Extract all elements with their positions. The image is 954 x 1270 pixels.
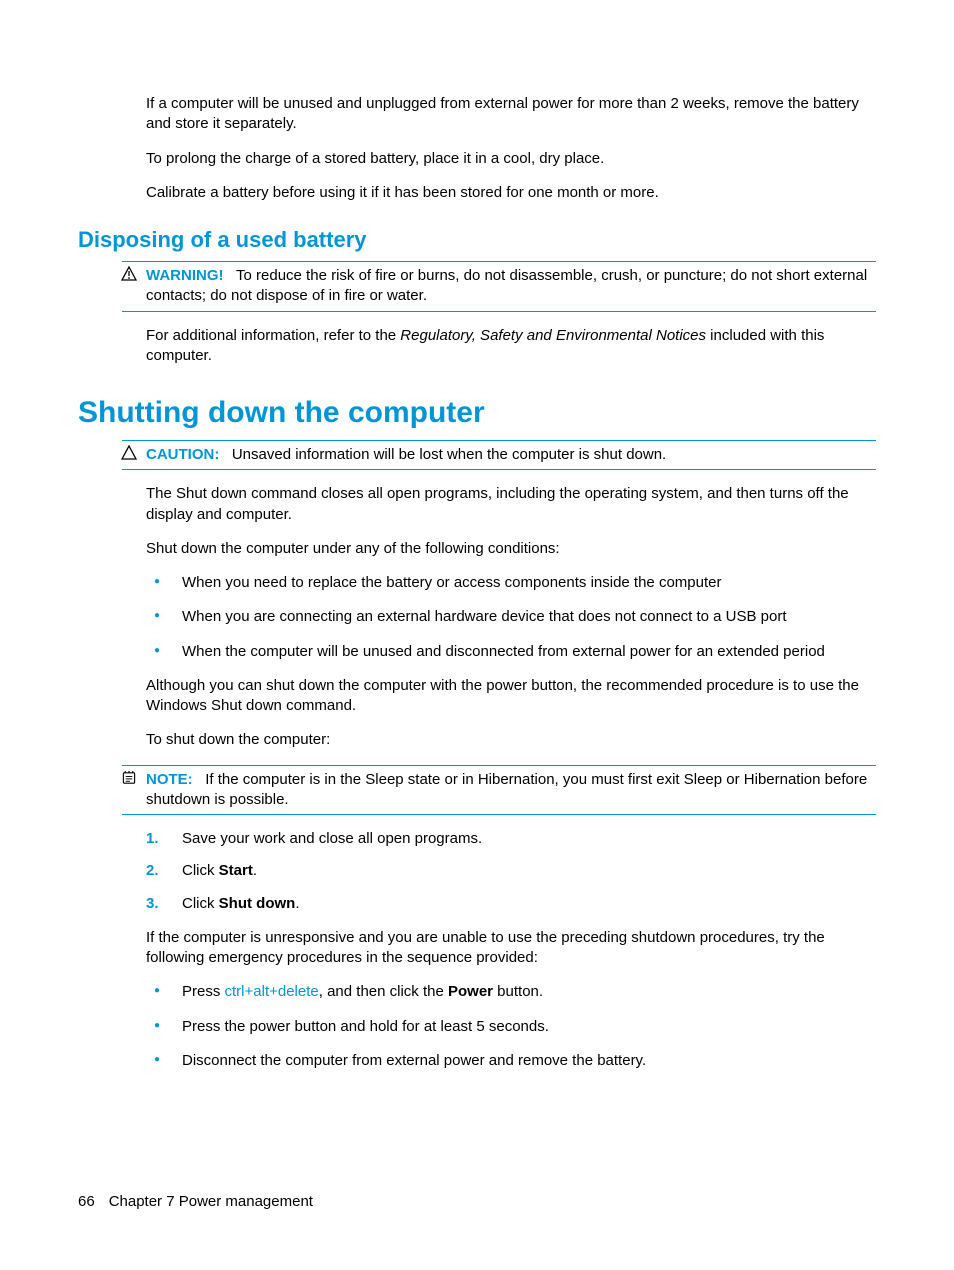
note-body: If the computer is in the Sleep state or… [146,771,867,808]
shutdown-paragraph: To shut down the computer: [146,730,876,750]
page-footer: 66 Chapter 7 Power management [78,1193,313,1210]
note-admonition: NOTE: If the computer is in the Sleep st… [122,765,876,816]
caution-text: CAUTION: Unsaved information will be los… [146,445,876,465]
list-item: When you need to replace the battery or … [146,573,876,593]
intro-paragraph: To prolong the charge of a stored batter… [146,149,876,169]
shutdown-paragraph: The Shut down command closes all open pr… [146,484,876,525]
note-text: NOTE: If the computer is in the Sleep st… [146,770,876,811]
caution-admonition: CAUTION: Unsaved information will be los… [122,440,876,470]
warning-text: WARNING! To reduce the risk of fire or b… [146,266,876,307]
chapter-label: Chapter 7 Power management [109,1193,313,1210]
caution-body: Unsaved information will be lost when th… [232,446,666,463]
warning-admonition: WARNING! To reduce the risk of fire or b… [122,261,876,312]
note-label: NOTE: [146,771,193,788]
step-item: Click Shut down. [146,894,876,914]
caution-icon [120,445,138,466]
shutdown-paragraph: Although you can shut down the computer … [146,676,876,717]
intro-paragraph: If a computer will be unused and unplugg… [146,94,876,135]
list-item: When you are connecting an external hard… [146,607,876,627]
shutdown-paragraph: Shut down the computer under any of the … [146,539,876,559]
list-item: Disconnect the computer from external po… [146,1051,876,1071]
disposing-after-paragraph: For additional information, refer to the… [146,326,876,367]
ui-element-start: Start [219,862,253,879]
document-page: If a computer will be unused and unplugg… [0,0,954,1270]
warning-label: WARNING! [146,267,224,284]
reference-title: Regulatory, Safety and Environmental Not… [400,327,706,344]
shutdown-paragraph: If the computer is unresponsive and you … [146,928,876,969]
emergency-list: Press ctrl+alt+delete, and then click th… [146,982,876,1071]
section-heading-shutdown: Shutting down the computer [78,396,876,430]
page-number: 66 [78,1193,95,1210]
section-heading-disposing: Disposing of a used battery [78,227,876,253]
note-icon [120,770,138,791]
ui-element-power: Power [448,983,493,1000]
list-item: Press the power button and hold for at l… [146,1017,876,1037]
intro-paragraph: Calibrate a battery before using it if i… [146,183,876,203]
step-item: Click Start. [146,861,876,881]
conditions-list: When you need to replace the battery or … [146,573,876,662]
warning-icon [120,266,138,287]
list-item: When the computer will be unused and dis… [146,642,876,662]
ui-element-shutdown: Shut down [219,895,296,912]
step-item: Save your work and close all open progra… [146,829,876,849]
shutdown-steps: Save your work and close all open progra… [146,829,876,914]
page-content: If a computer will be unused and unplugg… [146,94,876,1071]
warning-body: To reduce the risk of fire or burns, do … [146,267,867,304]
caution-label: CAUTION: [146,446,219,463]
list-item: Press ctrl+alt+delete, and then click th… [146,982,876,1002]
key-combo: ctrl+alt+delete [225,983,319,1000]
